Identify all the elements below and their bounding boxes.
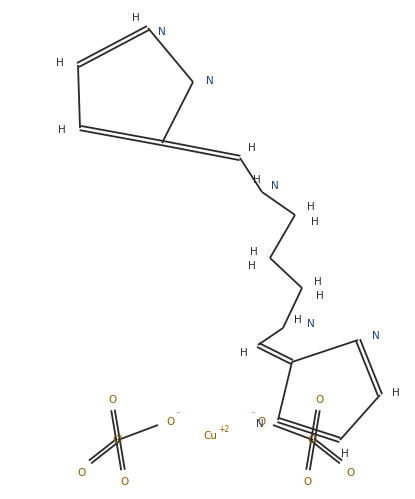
Text: N: N [372, 331, 380, 341]
Text: Cl: Cl [113, 435, 123, 445]
Text: H: H [314, 277, 322, 287]
Text: H: H [294, 315, 302, 325]
Text: N: N [206, 76, 214, 86]
Text: O: O [108, 395, 116, 405]
Text: N: N [271, 181, 279, 191]
Text: O: O [303, 477, 311, 487]
Text: H: H [316, 291, 324, 301]
Text: Cl: Cl [308, 435, 318, 445]
Text: N: N [256, 419, 264, 429]
Text: O: O [77, 468, 85, 478]
Text: H: H [58, 125, 66, 135]
Text: O: O [346, 468, 354, 478]
Text: H: H [253, 175, 261, 185]
Text: H: H [392, 388, 400, 398]
Text: N: N [158, 27, 166, 37]
Text: ⁻: ⁻ [251, 411, 255, 420]
Text: H: H [307, 202, 315, 212]
Text: N: N [307, 319, 315, 329]
Text: O: O [257, 417, 265, 427]
Text: H: H [248, 143, 256, 153]
Text: ⁻: ⁻ [176, 411, 181, 420]
Text: H: H [311, 217, 319, 227]
Text: +2: +2 [218, 426, 229, 435]
Text: H: H [56, 58, 64, 68]
Text: H: H [132, 13, 140, 23]
Text: H: H [248, 261, 256, 271]
Text: H: H [341, 449, 349, 459]
Text: O: O [315, 395, 323, 405]
Text: Cu: Cu [203, 431, 217, 441]
Text: O: O [166, 417, 174, 427]
Text: O: O [120, 477, 128, 487]
Text: H: H [240, 348, 248, 358]
Text: H: H [250, 247, 258, 257]
